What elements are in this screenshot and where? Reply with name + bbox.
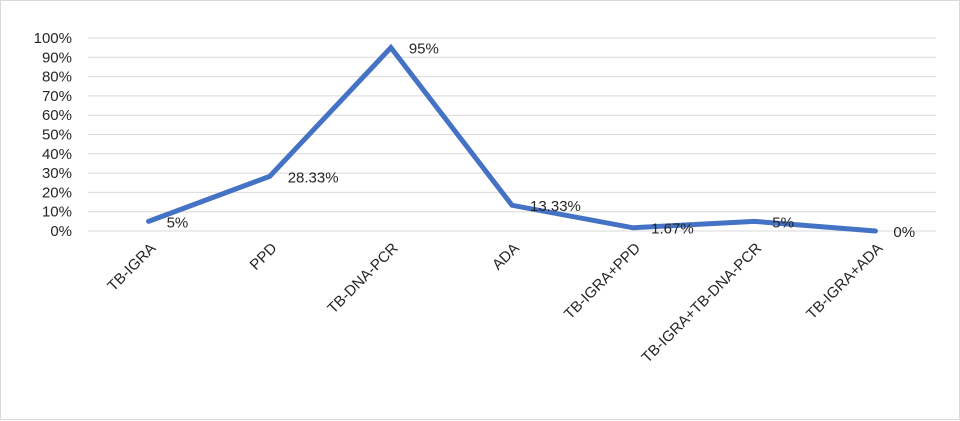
y-tick-label: 0%: [50, 223, 72, 240]
data-label: 1.67%: [651, 221, 694, 238]
y-tick-label: 30%: [42, 165, 72, 182]
y-tick-label: 100%: [34, 30, 72, 47]
x-tick-label: TB-IGRA+ADA: [803, 240, 886, 323]
data-label: 28.33%: [288, 169, 339, 186]
x-tick-label: TB-IGRA+PPD: [561, 240, 644, 323]
y-tick-label: 50%: [42, 127, 72, 144]
y-tick-label: 70%: [42, 88, 72, 105]
y-axis-ticks: 0% 10% 20% 30% 40% 50% 60% 70% 80% 90% 100%: [34, 30, 72, 240]
data-label: 5%: [167, 214, 189, 231]
y-tick-label: 60%: [42, 107, 72, 124]
data-label: 13.33%: [530, 198, 581, 215]
y-tick-label: 20%: [42, 184, 72, 201]
data-label: 95%: [409, 41, 439, 58]
y-tick-label: 40%: [42, 146, 72, 163]
x-tick-label: ADA: [489, 240, 523, 274]
data-label: 0%: [893, 224, 915, 241]
x-tick-label: PPD: [247, 240, 281, 274]
x-tick-label: TB-IGRA: [104, 240, 159, 295]
y-tick-label: 10%: [42, 204, 72, 221]
series-line: [149, 48, 876, 231]
data-label: 5%: [772, 214, 794, 231]
x-tick-label: TB-IGRA+TB-DNA-PCR: [638, 240, 765, 367]
x-tick-label: TB-DNA-PCR: [324, 240, 402, 318]
series-group: [148, 48, 875, 232]
y-tick-label: 80%: [42, 69, 72, 86]
data-labels: 5% 28.33% 95% 13.33% 1.67% 5% 0%: [167, 41, 916, 241]
y-tick-label: 90%: [42, 49, 72, 66]
